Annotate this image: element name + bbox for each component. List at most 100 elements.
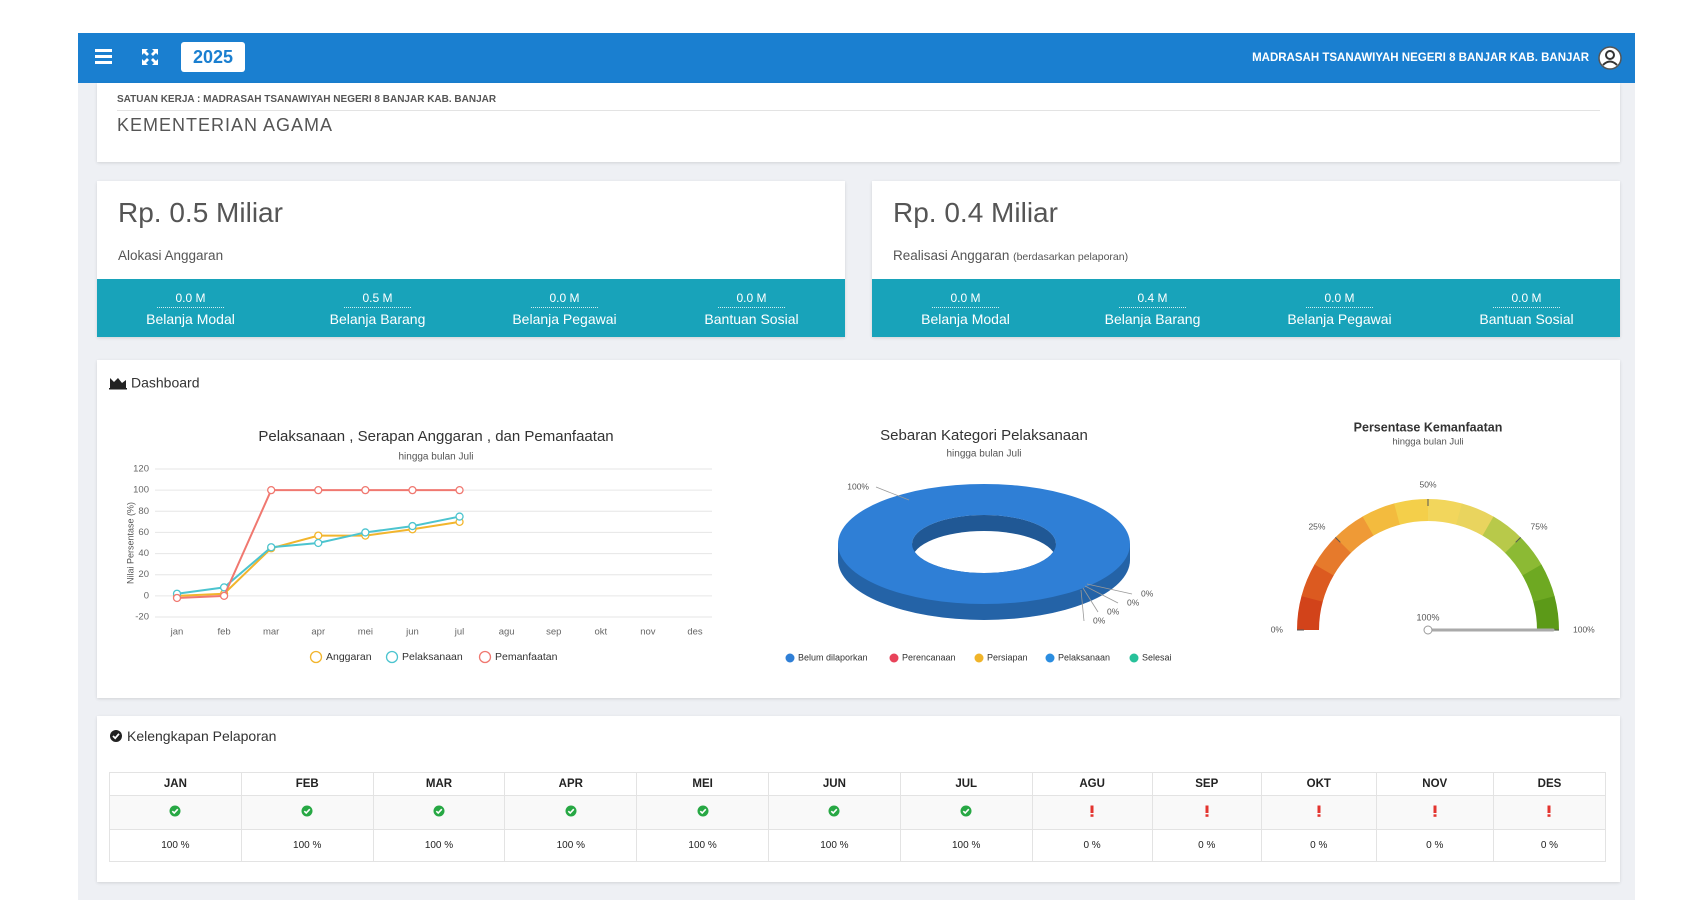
status-cell — [899, 795, 1033, 830]
status-row — [109, 795, 1607, 830]
breakdown-item: 0.0 M Belanja Modal — [872, 279, 1059, 337]
realization-card: Rp. 0.4 Miliar Realisasi Anggaran (berda… — [872, 181, 1620, 337]
month: NOV — [1375, 772, 1494, 796]
chart-title: Sebaran Kategori Pelaksanaan — [880, 427, 1088, 444]
legend-symbol — [889, 653, 899, 663]
y-tick-label: 20 — [138, 569, 149, 580]
status-cell — [372, 795, 506, 830]
chart-title: Pelaksanaan , Serapan Anggaran , dan Pem… — [258, 428, 613, 445]
x-tick-label: mar — [263, 627, 279, 638]
ministry: KEMENTERIAN AGAMA — [117, 115, 334, 135]
legend-symbol — [478, 650, 492, 664]
item-value: 0.0 M — [1493, 291, 1560, 308]
x-tick-label: nov — [640, 627, 656, 638]
donut-hole — [912, 531, 1056, 573]
gauge-band — [1533, 596, 1559, 631]
unit-label: SATUAN KERJA : MADRASAH TSANAWIYAH NEGER… — [117, 94, 497, 105]
status-cell — [109, 795, 242, 830]
gauge-band — [1522, 564, 1555, 603]
point-marker — [314, 485, 323, 495]
gauge-tick-label: 75% — [1531, 522, 1548, 532]
data-label: 0% — [1107, 606, 1120, 616]
point-marker — [408, 521, 417, 531]
y-tick-label: 0 — [144, 590, 149, 601]
gauge-band — [1394, 499, 1429, 525]
leader-line — [1086, 583, 1133, 595]
item-label: Belanja Barang — [1104, 311, 1201, 327]
reporting-panel: Kelengkapan Pelaporan JAN FEB MAR APR MEI JUN… — [97, 716, 1620, 882]
y-tick-label: 120 — [133, 464, 149, 475]
point-marker — [361, 485, 370, 495]
complete-icon — [301, 805, 313, 817]
point-marker — [361, 528, 370, 537]
item-value: 0.0 M — [932, 291, 999, 308]
gauge-value-label: 100% — [1416, 612, 1439, 622]
legend-label: Pelaksanaan — [1058, 652, 1110, 662]
status-cell — [240, 795, 374, 830]
app: 2025 MADRASAH TSANAWIYAH NEGERI 8 BANJAR… — [78, 33, 1635, 900]
breakdown-item: 0.0 M Belanja Modal — [97, 279, 284, 337]
x-tick-label: mei — [358, 627, 373, 638]
point-marker — [408, 485, 417, 495]
status-cell — [1151, 795, 1262, 830]
item-label: Belanja Pegawai — [1287, 311, 1392, 327]
card-label: Alokasi Anggaran — [118, 248, 224, 263]
month: DES — [1492, 772, 1607, 796]
x-tick-label: jul — [454, 627, 465, 638]
percent: 0 % — [1260, 829, 1377, 862]
legend-label: Pelaksanaan — [402, 651, 463, 663]
x-tick-label: okt — [594, 627, 607, 638]
missing-icon — [1547, 805, 1551, 817]
legend-symbol — [309, 650, 323, 664]
top-bar: 2025 MADRASAH TSANAWIYAH NEGERI 8 BANJAR… — [78, 33, 1635, 83]
percent: 100 % — [372, 829, 506, 862]
point-marker — [267, 543, 276, 552]
data-label: 100% — [847, 481, 869, 491]
percent: 100 % — [636, 829, 769, 862]
percent: 100 % — [899, 829, 1033, 862]
budget-card: Rp. 0.5 Miliar Alokasi Anggaran 0.0 M Bel… — [97, 181, 845, 337]
missing-icon — [1433, 805, 1437, 817]
month: MEI — [636, 772, 769, 796]
panel-title: Kelengkapan Pelaporan — [127, 728, 277, 744]
legend-symbol — [974, 653, 984, 663]
legend-label: Selesai — [1142, 652, 1172, 662]
dashboard-icon — [109, 378, 127, 390]
month: JAN — [109, 772, 242, 796]
fullscreen-icon[interactable] — [140, 47, 160, 67]
legend-label: Persiapan — [987, 652, 1028, 662]
legend-symbol — [1045, 653, 1055, 663]
user-icon[interactable] — [1597, 45, 1623, 71]
gauge-band — [1505, 537, 1542, 576]
y-axis-label: Nilai Persentase (%) — [125, 502, 135, 584]
status-cell — [1260, 795, 1377, 830]
month: AGU — [1031, 772, 1153, 796]
year-selector[interactable]: 2025 — [181, 42, 245, 72]
legend-label: Belum dilaporkan — [798, 652, 868, 662]
leader-line — [875, 486, 910, 501]
item-label: Bantuan Sosial — [704, 311, 799, 327]
complete-icon — [697, 805, 709, 817]
legend-symbol — [785, 653, 795, 663]
item-label: Belanja Barang — [329, 311, 426, 327]
table-body: JAN FEB MAR APR MEI JUN JUL AGU SEP OKT NOV DES 100 … — [109, 772, 1607, 862]
y-tick-label: 40 — [138, 548, 149, 559]
card-label: Realisasi Anggaran (berdasarkan pelapora… — [893, 248, 1128, 263]
menu-icon[interactable] — [94, 47, 114, 67]
status-cell — [1492, 795, 1607, 830]
complete-icon — [565, 805, 577, 817]
card-label-text: Realisasi Anggaran — [893, 248, 1010, 263]
y-tick-label: -20 — [135, 612, 149, 623]
gauge-band — [1335, 516, 1374, 553]
status-cell — [1031, 795, 1153, 830]
item-label: Belanja Modal — [921, 311, 1010, 327]
amount: Rp. 0.4 Miliar — [893, 197, 1058, 228]
leader-line — [1084, 585, 1119, 604]
percent: 100 % — [504, 829, 638, 862]
x-tick-label: apr — [311, 627, 325, 638]
percent: 100 % — [240, 829, 374, 862]
y-tick-label: 80 — [138, 506, 149, 517]
missing-icon — [1205, 805, 1209, 817]
month: SEP — [1151, 772, 1262, 796]
breakdown: 0.0 M Belanja Modal 0.4 M Belanja Barang 0… — [872, 279, 1620, 337]
